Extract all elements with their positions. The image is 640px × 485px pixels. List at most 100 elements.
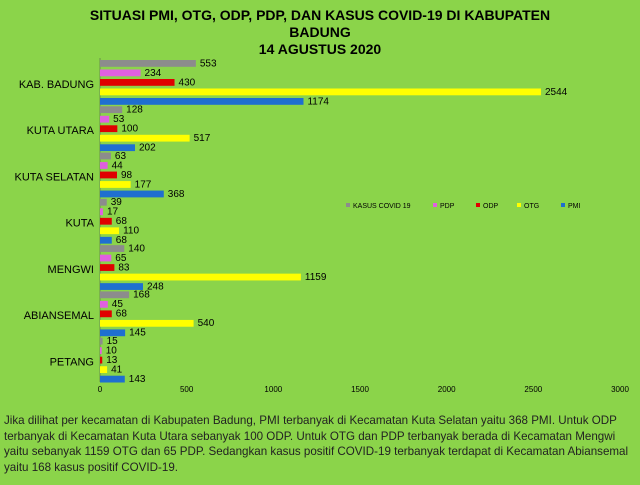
data-label: 234 bbox=[145, 68, 162, 79]
data-label: 553 bbox=[200, 58, 217, 69]
data-label: 15 bbox=[107, 336, 119, 347]
category-label: ABIANSEMAL bbox=[24, 310, 94, 322]
description-text: Jika dilihat per kecamatan di Kabupaten … bbox=[4, 414, 629, 474]
x-tick-label: 0 bbox=[98, 385, 103, 394]
data-label: 10 bbox=[106, 346, 118, 357]
data-label: 1159 bbox=[305, 272, 327, 283]
bar bbox=[100, 217, 112, 225]
data-label: 17 bbox=[107, 207, 119, 218]
data-label: 68 bbox=[116, 309, 128, 320]
bar bbox=[100, 190, 164, 198]
category-label: KAB. BADUNG bbox=[19, 79, 94, 91]
chart-title-line: BADUNG bbox=[289, 24, 351, 40]
category-label: KUTA SELATAN bbox=[15, 171, 95, 183]
data-label: 44 bbox=[112, 160, 124, 171]
data-label: 517 bbox=[194, 133, 211, 144]
data-label: 1174 bbox=[307, 96, 329, 107]
chart-title: SITUASI PMI, OTG, ODP, PDP, DAN KASUS CO… bbox=[90, 7, 550, 57]
bar bbox=[100, 125, 118, 133]
x-tick-label: 1500 bbox=[351, 385, 369, 394]
bar bbox=[100, 283, 143, 290]
x-tick-label: 2000 bbox=[438, 385, 456, 394]
data-label: 177 bbox=[135, 179, 152, 190]
data-label: 100 bbox=[121, 124, 138, 135]
bar bbox=[100, 375, 125, 383]
data-label: 110 bbox=[123, 226, 139, 237]
bar bbox=[100, 347, 102, 355]
data-label: 83 bbox=[118, 262, 130, 273]
data-label: 45 bbox=[112, 299, 124, 310]
legend-swatch bbox=[476, 203, 480, 207]
bar bbox=[100, 115, 110, 123]
bar-chart: SITUASI PMI, OTG, ODP, PDP, DAN KASUS CO… bbox=[15, 7, 630, 394]
bar bbox=[100, 337, 103, 345]
data-label: 128 bbox=[126, 105, 143, 116]
bar bbox=[100, 60, 196, 67]
x-tick-label: 3000 bbox=[611, 385, 629, 394]
data-label: 63 bbox=[115, 151, 127, 162]
data-label: 540 bbox=[198, 318, 215, 329]
bar bbox=[100, 162, 108, 169]
x-tick-label: 1000 bbox=[264, 385, 282, 394]
bar bbox=[100, 98, 304, 105]
data-label: 68 bbox=[116, 235, 128, 246]
bar bbox=[100, 198, 107, 206]
bar bbox=[100, 291, 130, 299]
data-label: 430 bbox=[179, 77, 196, 88]
data-label: 202 bbox=[139, 143, 156, 154]
chart-legend: KASUS COVID 19 PDP ODP OTG PMI bbox=[346, 203, 581, 210]
bar bbox=[100, 300, 108, 308]
chart-title-line: SITUASI PMI, OTG, ODP, PDP, DAN KASUS CO… bbox=[90, 7, 550, 23]
bar bbox=[100, 69, 141, 77]
bar bbox=[100, 310, 112, 318]
legend-entry: PMI bbox=[568, 203, 581, 210]
legend-entry: PDP bbox=[440, 203, 455, 210]
legend-entry: ODP bbox=[483, 203, 499, 210]
x-tick-label: 500 bbox=[180, 385, 194, 394]
legend-swatch bbox=[433, 203, 437, 207]
data-label: 140 bbox=[128, 243, 145, 254]
bar bbox=[100, 181, 131, 188]
bar bbox=[100, 356, 103, 364]
category-label: PETANG bbox=[50, 356, 94, 368]
data-label: 68 bbox=[116, 216, 128, 227]
data-label: 168 bbox=[133, 290, 150, 301]
legend-swatch bbox=[517, 203, 521, 207]
bar bbox=[100, 144, 136, 152]
category-label: MENGWI bbox=[48, 264, 94, 276]
legend-swatch bbox=[561, 203, 565, 207]
bar bbox=[100, 152, 111, 160]
bar bbox=[100, 329, 126, 337]
bar bbox=[100, 88, 541, 96]
bar bbox=[100, 79, 175, 86]
data-label: 248 bbox=[147, 281, 164, 292]
bar bbox=[100, 171, 117, 179]
data-label: 13 bbox=[106, 355, 118, 366]
legend-entry: OTG bbox=[524, 203, 539, 210]
bar bbox=[100, 245, 125, 252]
bar bbox=[100, 227, 120, 235]
data-label: 41 bbox=[111, 365, 123, 376]
bar bbox=[100, 236, 112, 244]
data-label: 368 bbox=[168, 189, 185, 200]
x-tick-label: 2500 bbox=[524, 385, 542, 394]
bar bbox=[100, 106, 123, 114]
bar bbox=[100, 366, 108, 374]
data-label: 143 bbox=[129, 374, 146, 385]
data-label: 39 bbox=[111, 197, 123, 208]
category-label: KUTA UTARA bbox=[27, 125, 95, 137]
legend-swatch bbox=[346, 203, 350, 207]
category-label: KUTA bbox=[65, 218, 94, 230]
chart-title-line: 14 AGUSTUS 2020 bbox=[259, 41, 382, 57]
legend-entry: KASUS COVID 19 bbox=[353, 203, 411, 210]
chart-bars: KAB. BADUNG 553 234 430 2544 1174 KUTA UTARA 12… bbox=[15, 58, 568, 385]
bar bbox=[100, 134, 190, 142]
data-label: 53 bbox=[113, 114, 125, 125]
bar bbox=[100, 254, 112, 262]
chart-axis: 0 500 1000 1500 2000 2500 3000 bbox=[98, 58, 629, 394]
data-label: 145 bbox=[129, 328, 146, 339]
bar bbox=[100, 319, 194, 327]
data-label: 65 bbox=[115, 253, 127, 264]
bar bbox=[100, 273, 301, 281]
